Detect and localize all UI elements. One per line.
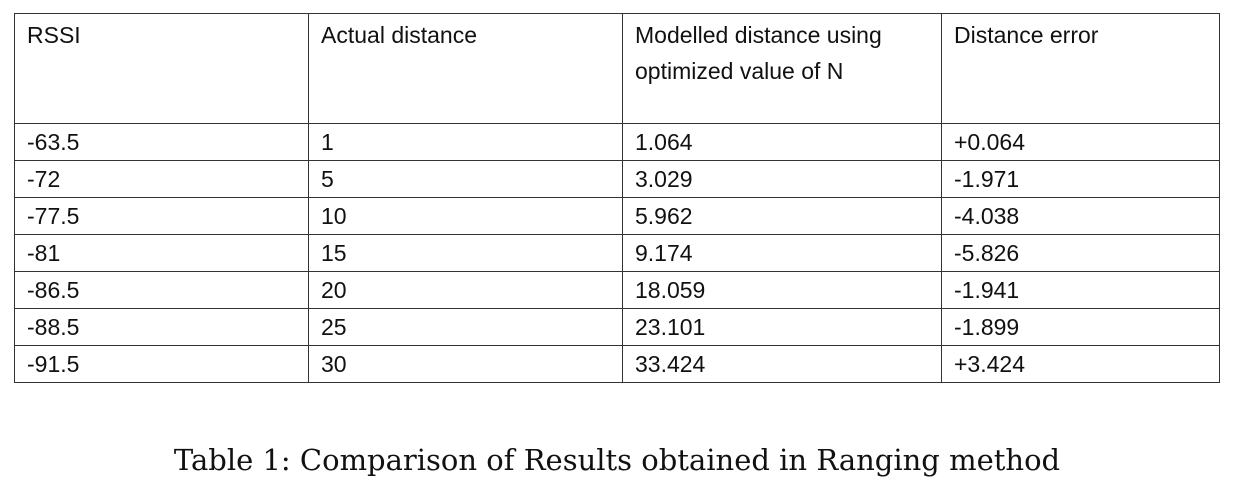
table-row: -77.5 10 5.962 -4.038: [14, 197, 1220, 235]
results-table: RSSI Actual distance Modelled distance u…: [14, 13, 1220, 383]
cell-actual-distance: 25: [308, 308, 623, 346]
header-rssi: RSSI: [14, 13, 309, 124]
cell-modelled-distance: 23.101: [622, 308, 942, 346]
header-distance-error: Distance error: [941, 13, 1220, 124]
table-row: -88.5 25 23.101 -1.899: [14, 308, 1220, 346]
cell-distance-error: +0.064: [941, 123, 1220, 161]
cell-rssi: -91.5: [14, 345, 309, 383]
header-actual-distance: Actual distance: [308, 13, 623, 124]
cell-actual-distance: 1: [308, 123, 623, 161]
cell-rssi: -86.5: [14, 271, 309, 309]
cell-modelled-distance: 5.962: [622, 197, 942, 235]
cell-actual-distance: 5: [308, 160, 623, 198]
table-caption: Table 1: Comparison of Results obtained …: [173, 443, 1061, 477]
table-row: -86.5 20 18.059 -1.941: [14, 271, 1220, 309]
cell-actual-distance: 30: [308, 345, 623, 383]
cell-actual-distance: 20: [308, 271, 623, 309]
cell-rssi: -77.5: [14, 197, 309, 235]
cell-distance-error: -1.971: [941, 160, 1220, 198]
cell-distance-error: -5.826: [941, 234, 1220, 272]
table-row: -81 15 9.174 -5.826: [14, 234, 1220, 272]
table-body: -63.5 1 1.064 +0.064 -72 5 3.029 -1.971 -77.5 10 5…: [14, 123, 1220, 383]
cell-rssi: -81: [14, 234, 309, 272]
cell-rssi: -72: [14, 160, 309, 198]
cell-modelled-distance: 33.424: [622, 345, 942, 383]
cell-distance-error: -4.038: [941, 197, 1220, 235]
header-modelled-distance: Modelled distance using optimized value …: [622, 13, 942, 124]
cell-rssi: -63.5: [14, 123, 309, 161]
cell-modelled-distance: 1.064: [622, 123, 942, 161]
cell-actual-distance: 10: [308, 197, 623, 235]
table-row: -63.5 1 1.064 +0.064: [14, 123, 1220, 161]
cell-distance-error: +3.424: [941, 345, 1220, 383]
cell-rssi: -88.5: [14, 308, 309, 346]
header-row: RSSI Actual distance Modelled distance u…: [14, 13, 1220, 124]
cell-actual-distance: 15: [308, 234, 623, 272]
cell-modelled-distance: 9.174: [622, 234, 942, 272]
cell-distance-error: -1.941: [941, 271, 1220, 309]
cell-modelled-distance: 3.029: [622, 160, 942, 198]
cell-modelled-distance: 18.059: [622, 271, 942, 309]
cell-distance-error: -1.899: [941, 308, 1220, 346]
table-header: RSSI Actual distance Modelled distance u…: [14, 13, 1220, 124]
table-row: -72 5 3.029 -1.971: [14, 160, 1220, 198]
table-row: -91.5 30 33.424 +3.424: [14, 345, 1220, 383]
